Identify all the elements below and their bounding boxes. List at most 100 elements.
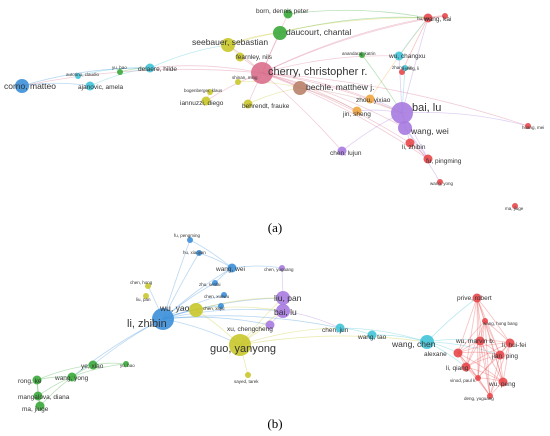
author-node-chen-xuewu[interactable] bbox=[221, 292, 227, 298]
author-label-alexane: alexane bbox=[424, 351, 447, 358]
author-label-chen-xuewu: chen, xuewu bbox=[204, 294, 230, 299]
author-label-chen-lujun: chen, lujun bbox=[330, 150, 362, 157]
author-node-ma[interactable] bbox=[35, 401, 45, 411]
author-node-fu[interactable] bbox=[423, 154, 433, 164]
author-label-huang: huang, mei bbox=[522, 125, 544, 130]
author-node-guo[interactable] bbox=[229, 334, 251, 356]
author-node-wang-wei[interactable] bbox=[398, 121, 412, 135]
author-node-hu[interactable] bbox=[442, 13, 448, 19]
author-node-li-zhibin[interactable] bbox=[405, 138, 415, 148]
author-label-jian: jian, ping bbox=[491, 353, 518, 360]
author-node-zhu[interactable] bbox=[212, 280, 218, 286]
author-label-daucourt: daucourt, chantal bbox=[286, 27, 351, 37]
author-node-ajanovic[interactable] bbox=[85, 81, 95, 91]
author-label-corno: corno, matteo bbox=[4, 81, 56, 91]
author-node-wang-yong[interactable] bbox=[67, 372, 77, 382]
author-node-iannuzzi[interactable] bbox=[201, 96, 211, 106]
author-label-li-qiang: li, qiang bbox=[446, 365, 469, 372]
author-node-behrendt[interactable] bbox=[243, 99, 253, 109]
author-node-liu-pan[interactable] bbox=[276, 291, 290, 305]
author-node-liu-fei[interactable] bbox=[505, 338, 515, 348]
author-label-fearnley: fearnley, nils bbox=[236, 54, 273, 61]
author-node-mangalova[interactable] bbox=[33, 391, 43, 401]
author-node-zhou[interactable] bbox=[365, 94, 375, 104]
author-node-yu-bao[interactable] bbox=[117, 69, 123, 75]
author-node-wu-m[interactable] bbox=[475, 336, 485, 346]
author-node-corno[interactable] bbox=[15, 79, 29, 93]
author-node-autorino[interactable] bbox=[75, 73, 81, 79]
author-node-chen-jun[interactable] bbox=[335, 323, 345, 333]
author-node-shinan[interactable] bbox=[235, 79, 241, 85]
author-label-wang-hong: wang, hong bang bbox=[483, 321, 518, 326]
author-node-chen-hong[interactable] bbox=[145, 283, 151, 289]
author-node-li-zhibin[interactable] bbox=[152, 308, 174, 330]
author-label-iannuzzi: iannuzzi, diego bbox=[180, 100, 224, 107]
author-node-daucourt[interactable] bbox=[273, 26, 287, 40]
author-node-chen-yuguang[interactable] bbox=[279, 265, 285, 271]
author-node-yang[interactable] bbox=[402, 65, 408, 71]
coauthor-link bbox=[195, 297, 284, 311]
coauthor-link bbox=[261, 72, 371, 100]
author-node-wu-yao[interactable] bbox=[189, 303, 203, 317]
author-node-delaere[interactable] bbox=[145, 63, 155, 73]
coauthor-link bbox=[339, 327, 428, 343]
author-node-liu-pan2[interactable] bbox=[143, 293, 149, 299]
author-node-wu-changxu[interactable] bbox=[394, 51, 404, 61]
author-node-alexane[interactable] bbox=[453, 348, 463, 358]
author-node-chen-lujun[interactable] bbox=[337, 146, 347, 156]
coauthor-link bbox=[261, 55, 400, 74]
author-node-huang[interactable] bbox=[525, 123, 531, 129]
author-label-chen-xiqiu: chen, xiqiu bbox=[203, 306, 225, 311]
coauthor-link bbox=[484, 320, 491, 397]
coauthor-link bbox=[149, 65, 263, 74]
coauthor-link bbox=[21, 68, 263, 87]
author-node-bogenberger[interactable] bbox=[207, 89, 213, 95]
author-node-chen-xiqiu[interactable] bbox=[218, 303, 224, 309]
author-label-yang: yang, li bbox=[405, 66, 419, 71]
author-node-bai[interactable] bbox=[391, 102, 413, 124]
author-node-wang-tao[interactable] bbox=[367, 330, 377, 340]
author-node-sayed[interactable] bbox=[245, 372, 251, 378]
author-node-fu[interactable] bbox=[187, 237, 193, 243]
coauthor-link bbox=[36, 364, 94, 381]
author-node-xu[interactable] bbox=[265, 320, 275, 330]
author-node-cherry[interactable] bbox=[251, 62, 273, 84]
author-label-bai-lu: bai, lu bbox=[274, 307, 297, 317]
author-label-xu: xu, chengcheng bbox=[227, 326, 273, 333]
author-node-rong[interactable] bbox=[32, 375, 42, 385]
author-node-wang-kai[interactable] bbox=[423, 13, 433, 23]
author-node-li-qiang[interactable] bbox=[461, 362, 471, 372]
author-node-jin[interactable] bbox=[352, 106, 362, 116]
author-node-wu-peng[interactable] bbox=[498, 377, 508, 387]
author-node-seebauer[interactable] bbox=[221, 38, 235, 52]
coauthor-link bbox=[239, 335, 428, 346]
author-node-bai-lu[interactable] bbox=[276, 304, 290, 318]
author-label-yu: yu, bao bbox=[120, 363, 135, 368]
author-node-prive[interactable] bbox=[472, 293, 482, 303]
author-node-wang-wei[interactable] bbox=[227, 263, 237, 273]
author-label-wang-wei: wang, wei bbox=[215, 266, 245, 273]
author-node-wang-yong[interactable] bbox=[437, 179, 443, 185]
author-label-zhang: zhang, xin bbox=[392, 65, 413, 70]
author-node-wang-chen[interactable] bbox=[420, 335, 434, 349]
author-node-fearnley[interactable] bbox=[235, 52, 245, 62]
author-node-yu[interactable] bbox=[123, 361, 129, 367]
author-node-ma[interactable] bbox=[512, 203, 518, 209]
author-node-anandaraj[interactable] bbox=[359, 52, 365, 58]
coauthor-link bbox=[162, 309, 284, 320]
author-node-deng[interactable] bbox=[487, 393, 493, 399]
author-node-born[interactable] bbox=[283, 9, 293, 19]
author-label-shinan: shinan, ming bbox=[232, 75, 258, 80]
author-node-bechle[interactable] bbox=[293, 81, 307, 95]
author-node-hu[interactable] bbox=[196, 250, 202, 256]
coauthor-link bbox=[476, 297, 491, 397]
author-label-delaere: delaere, hilde bbox=[138, 66, 177, 73]
author-label-liu-pan: liu, pan bbox=[274, 293, 302, 303]
author-node-vinod[interactable] bbox=[475, 375, 481, 381]
author-node-ye[interactable] bbox=[88, 360, 98, 370]
author-label-ma: ma, jiuge bbox=[505, 206, 524, 211]
author-node-jian[interactable] bbox=[495, 350, 505, 360]
author-node-wang-hong[interactable] bbox=[482, 318, 488, 324]
author-label-autorino: autorino, claudio bbox=[66, 72, 100, 77]
